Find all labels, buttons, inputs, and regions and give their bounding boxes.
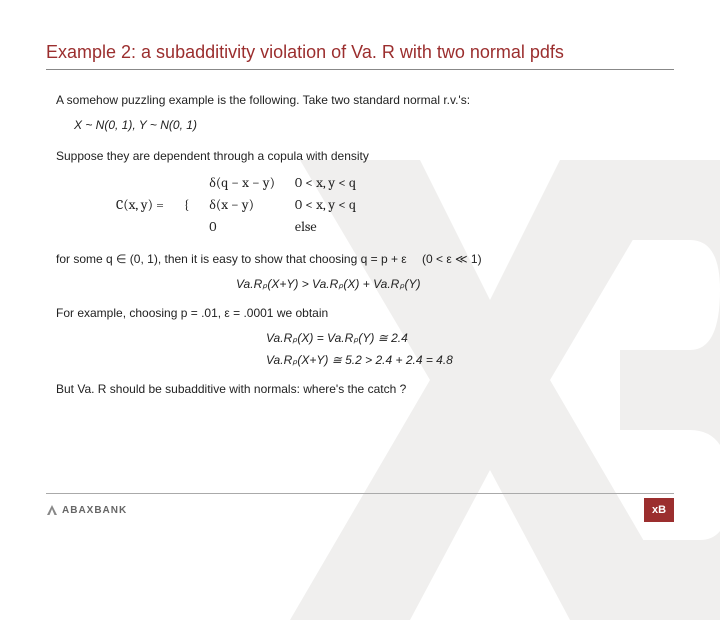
slide-footer: ABAXBANK xB [46, 493, 674, 522]
footer-brand: ABAXBANK [46, 504, 127, 516]
brand-icon [46, 504, 58, 516]
copula-lhs: C(x, y) = [106, 172, 174, 237]
var-sum: Va.Rₚ(X+Y) ≅ 5.2 > 2.4 + 2.4 = 4.8 [266, 352, 664, 369]
slide-body: A somehow puzzling example is the follow… [46, 92, 674, 398]
copula-case1-expr: δ(q − x − y) [199, 172, 285, 194]
choosing-q-text: for some q ∈ (0, 1), then it is easy to … [56, 251, 664, 268]
copula-case2-expr: δ(x − y) [199, 194, 285, 216]
footer-mark: xB [644, 498, 674, 522]
catch-question: But Va. R should be subadditive with nor… [56, 381, 664, 398]
copula-formula: C(x, y) = { δ(q − x − y) 0 < x, y < q δ(… [106, 172, 664, 237]
distribution-def: X ~ N(0, 1), Y ~ N(0, 1) [74, 117, 664, 134]
copula-case1-cond: 0 < x, y < q [285, 172, 366, 194]
brace-icon: { [174, 172, 199, 237]
copula-case3-cond: else [285, 216, 366, 238]
copula-case3-expr: 0 [199, 216, 285, 238]
epsilon-range: (0 < ε ≪ 1) [422, 252, 482, 266]
brand-text: ABAXBANK [62, 505, 127, 516]
copula-intro: Suppose they are dependent through a cop… [56, 148, 664, 165]
intro-text: A somehow puzzling example is the follow… [56, 92, 664, 109]
choosing-q-main: for some q ∈ (0, 1), then it is easy to … [56, 252, 407, 266]
copula-case2-cond: 0 < x, y < q [285, 194, 366, 216]
slide-title: Example 2: a subadditivity violation of … [46, 42, 674, 70]
var-inequality: Va.Rₚ(X+Y) > Va.Rₚ(X) + Va.Rₚ(Y) [236, 276, 664, 293]
example-values-text: For example, choosing p = .01, ε = .0001… [56, 305, 664, 322]
var-individual: Va.Rₚ(X) = Va.Rₚ(Y) ≅ 2.4 [266, 330, 664, 347]
